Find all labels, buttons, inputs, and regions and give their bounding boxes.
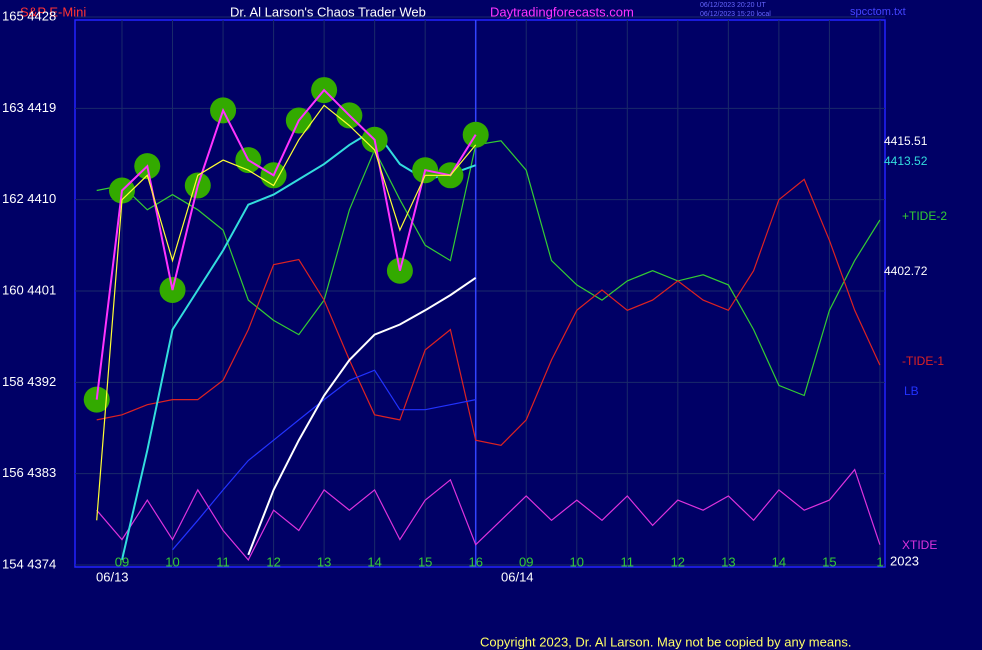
site: Daytradingforecasts.com bbox=[490, 4, 634, 19]
x-tick-label: 09 bbox=[115, 554, 129, 569]
y-tick-label: 154 4374 bbox=[2, 556, 56, 571]
plot-frame bbox=[74, 19, 886, 568]
x-tick-label: 14 bbox=[772, 554, 786, 569]
value-label: 4413.52 bbox=[884, 154, 928, 168]
legend-label: XTIDE bbox=[902, 538, 937, 552]
series-line bbox=[247, 276, 477, 556]
y-tick-label: 163 4419 bbox=[2, 100, 56, 115]
series-line bbox=[96, 468, 881, 561]
timestamp: 06/12/2023 15:20 local bbox=[700, 11, 771, 18]
y-tick-label: 165 4428 bbox=[2, 8, 56, 23]
x-tick-label: 10 bbox=[570, 554, 584, 569]
subtitle: S&P E-Mini bbox=[20, 4, 86, 19]
x-tick-label: 12 bbox=[671, 554, 685, 569]
x-tick-label: 15 bbox=[822, 554, 836, 569]
legend-label: -TIDE-1 bbox=[902, 354, 944, 368]
date-label: 06/13 bbox=[96, 569, 129, 584]
series-line bbox=[96, 104, 477, 521]
y-tick-label: 160 4401 bbox=[2, 282, 56, 297]
chart-title: Dr. Al Larson's Chaos Trader Web bbox=[230, 4, 426, 19]
legend-label: LB bbox=[904, 384, 919, 398]
y-tick-label: 158 4392 bbox=[2, 374, 56, 389]
series-line bbox=[96, 178, 881, 446]
x-tick-label: 11 bbox=[621, 554, 635, 569]
series-line bbox=[95, 88, 477, 400]
x-tick-label: 16 bbox=[468, 554, 482, 569]
series-line bbox=[172, 369, 476, 551]
date-label: 06/14 bbox=[501, 569, 534, 584]
x-tick-label: 12 bbox=[266, 554, 280, 569]
x-tick-label: 14 bbox=[367, 554, 381, 569]
file-name: spcctom.txt bbox=[850, 6, 906, 18]
y-tick-label: 162 4410 bbox=[2, 191, 56, 206]
x-tick-label: 09 bbox=[519, 554, 533, 569]
value-label: 4402.72 bbox=[884, 264, 928, 278]
x-tick-label: 1 bbox=[876, 554, 883, 569]
x-tick-label: 10 bbox=[165, 554, 179, 569]
x-tick-label: 11 bbox=[216, 554, 230, 569]
x-tick-label: 15 bbox=[418, 554, 432, 569]
x-tick-label: 13 bbox=[721, 554, 735, 569]
year-label: 2023 bbox=[890, 553, 919, 568]
legend-label: +TIDE-2 bbox=[902, 209, 947, 223]
copyright: Copyright 2023, Dr. Al Larson. May not b… bbox=[480, 634, 851, 649]
y-tick-label: 156 4383 bbox=[2, 465, 56, 480]
value-label: 4415.51 bbox=[884, 134, 928, 148]
x-tick-label: 13 bbox=[317, 554, 331, 569]
timestamp: 06/12/2023 20:20 UT bbox=[700, 2, 766, 9]
